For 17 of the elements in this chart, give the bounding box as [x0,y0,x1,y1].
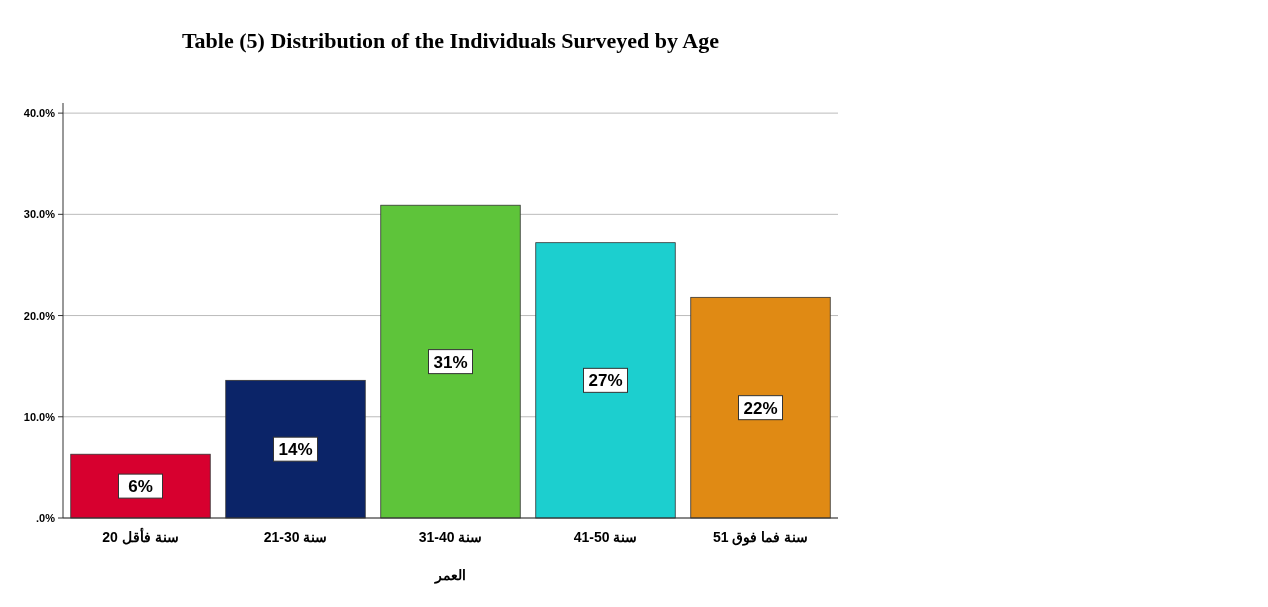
data-label: 31% [433,352,468,372]
y-tick-label: .0% [36,512,56,524]
data-label: 27% [588,371,623,391]
y-tick-label: 10.0% [23,410,56,423]
x-tick-label: 21-30 سنة [263,529,328,545]
chart-title: Table (5) Distribution of the Individuals Surveyed by Age [181,28,720,53]
x-tick-label: 51 سنة فما فوق [712,529,809,546]
y-tick-label: 40.0% [23,107,56,120]
x-tick-label: 31-40 سنة [418,529,483,545]
data-label: 6% [128,477,153,497]
y-tick-label: 20.0% [23,309,56,322]
x-tick-label: 20 سنة فأقل [102,527,179,545]
data-label: 14% [278,440,313,460]
y-tick-label: 30.0% [23,208,56,221]
x-tick-label: 41-50 سنة [573,529,638,545]
data-label: 22% [743,398,778,418]
x-axis-title: العمر [434,567,466,584]
